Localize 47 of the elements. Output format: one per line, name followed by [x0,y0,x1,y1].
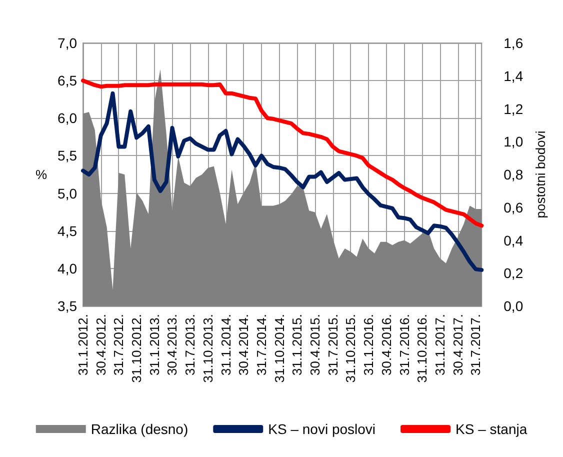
y-tick-label: 4,0 [58,260,78,276]
x-tick-label: 31.1.2013. [146,314,162,376]
y-tick-label: 6,0 [58,110,78,126]
x-tick-label: 31.7.2016. [396,314,412,376]
x-tick-label: 31.10.2012. [129,314,144,383]
y2-tick-label: 0,8 [504,166,524,182]
legend-label: Razlika (desno) [90,421,188,437]
x-tick-label: 31.7.2017. [468,314,484,376]
x-tick-label: 30.4.2016. [378,314,394,376]
x-tick-label: 31.1.2017. [432,314,448,376]
y2-tick-label: 1,2 [504,100,524,117]
x-tick-label: 31.1.2015. [290,314,305,376]
x-tick-label: 30.4.2015. [308,314,323,376]
x-tick-label: 31.7.2014. [254,314,269,376]
x-tick-label: 31.7.2013. [182,314,198,376]
x-tick-label: 31.7.2012. [111,314,126,376]
legend-label: KS – stanja [456,421,528,437]
x-tick-label: 31.10.2016. [414,314,430,383]
x-tick-label: 31.1.2012. [76,314,90,376]
y-tick-label: 6,5 [58,72,78,89]
y2-tick-label: 0,0 [504,298,524,314]
legend-label: KS – novi poslovi [268,421,376,437]
x-tick-label: 30.4.2012. [93,314,108,376]
y-tick-label: 3,5 [58,298,78,314]
x-tick-label: 31.10.2014. [272,314,287,383]
x-tick-label: 31.1.2014. [218,314,234,376]
y-tick-label: 5,5 [58,148,78,164]
x-tick-label: 30.4.2013. [164,314,180,376]
x-tick-label: 30.4.2017. [450,314,466,376]
y2-tick-label: 1,0 [504,134,524,150]
y2-tick-label: 0,2 [504,265,524,282]
x-tick-label: 31.7.2015. [325,314,340,376]
line-series [81,91,484,272]
x-tick-label: 30.4.2014. [236,314,252,376]
y2-tick-label: 0,4 [504,232,524,248]
y2-tick-label: 1,4 [504,68,524,84]
y-tick-label: 5,0 [58,185,78,202]
line-series [81,78,484,228]
y2-axis-title: postotni bodovi [533,130,548,218]
y2-tick-label: 1,6 [504,35,524,51]
y-tick-label: 4,5 [58,222,78,239]
x-tick-label: 31.10.2013. [200,314,216,383]
x-tick-label: 31.1.2016. [361,314,376,376]
x-tick-label: 31.10.2015. [343,314,358,383]
y2-tick-label: 0,6 [504,199,524,216]
y-tick-label: 7,0 [58,35,78,51]
y-axis-title: % [35,167,48,182]
